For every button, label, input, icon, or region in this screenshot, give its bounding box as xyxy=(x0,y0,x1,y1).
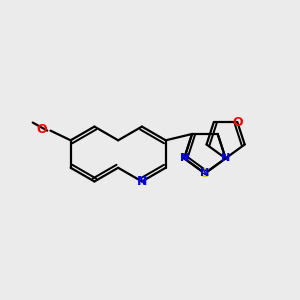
Text: N: N xyxy=(179,153,189,163)
Text: O: O xyxy=(37,123,47,136)
Text: N: N xyxy=(137,175,147,188)
Text: N: N xyxy=(221,153,230,163)
Text: S: S xyxy=(200,167,209,180)
Text: N: N xyxy=(179,153,189,163)
Text: N: N xyxy=(200,168,209,178)
Text: O: O xyxy=(232,116,243,129)
